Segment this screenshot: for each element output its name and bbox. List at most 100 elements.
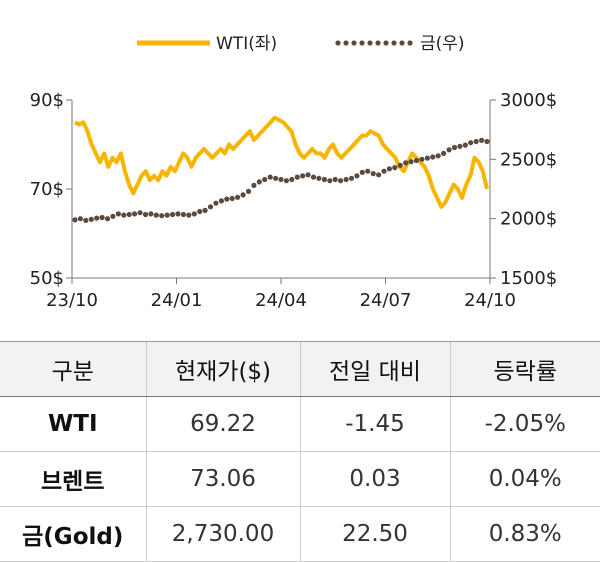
header-change-rate: 등락률 xyxy=(449,341,600,397)
series-point-gold xyxy=(83,217,89,223)
legend-swatch-gold xyxy=(375,40,381,46)
series-point-gold xyxy=(424,155,430,161)
series-point-gold xyxy=(376,172,382,178)
series-point-gold xyxy=(202,207,208,213)
series-point-gold xyxy=(435,153,441,159)
row-price: 69.22 xyxy=(145,396,300,452)
series-point-gold xyxy=(104,216,111,222)
series-point-gold xyxy=(229,195,235,202)
series-point-gold xyxy=(99,214,105,221)
row-rate: 0.04% xyxy=(449,451,600,507)
series-point-gold xyxy=(148,211,154,217)
series-point-gold xyxy=(175,211,181,217)
row-name: 브렌트 xyxy=(0,451,146,507)
series-point-gold xyxy=(240,192,246,198)
series-point-gold xyxy=(408,159,414,165)
series-point-gold xyxy=(283,178,289,184)
series-point-gold xyxy=(186,212,192,218)
row-rate: -2.05% xyxy=(449,396,600,452)
series-point-gold xyxy=(332,176,338,183)
series-point-gold xyxy=(94,215,100,221)
row-change: 22.50 xyxy=(299,506,450,562)
legend-swatch-gold xyxy=(351,40,357,46)
header-current-price: 현재가($) xyxy=(145,341,300,397)
table-row: 브렌트 73.06 0.03 0.04% xyxy=(0,451,600,507)
row-price: 2,730.00 xyxy=(145,506,300,562)
series-point-gold xyxy=(327,178,333,184)
legend-label-gold: 금(우) xyxy=(420,34,465,54)
series-point-gold xyxy=(218,198,224,204)
series-point-gold xyxy=(213,200,219,206)
series-point-gold xyxy=(159,213,165,219)
x-tick-label: 24/01 xyxy=(151,290,203,311)
series-point-gold xyxy=(397,162,403,168)
series-point-gold xyxy=(370,171,376,177)
legend-swatch-gold xyxy=(383,40,389,46)
series-point-gold xyxy=(273,175,279,181)
row-change: -1.45 xyxy=(299,396,450,452)
series-point-gold xyxy=(132,211,138,217)
series-point-gold xyxy=(359,169,365,175)
series-point-gold xyxy=(197,208,203,215)
series-point-gold xyxy=(267,174,273,180)
header-change: 전일 대비 xyxy=(299,341,450,397)
series-line-wti xyxy=(74,115,489,209)
series-point-gold xyxy=(473,138,479,145)
row-price: 73.06 xyxy=(145,451,300,507)
legend-swatch-gold xyxy=(335,40,341,46)
series-point-gold xyxy=(441,150,447,156)
series-point-gold xyxy=(153,212,159,218)
series-point-gold xyxy=(462,142,468,148)
series-point-gold xyxy=(446,147,452,153)
series-point-gold xyxy=(235,194,241,200)
series-point-gold xyxy=(262,176,268,183)
series-point-gold xyxy=(278,176,284,183)
series-point-gold xyxy=(126,211,132,218)
series-point-gold xyxy=(348,175,355,181)
series-point-gold xyxy=(413,157,420,164)
series-point-gold xyxy=(245,188,252,194)
x-tick-label: 24/04 xyxy=(255,290,307,311)
price-table: 구분 현재가($) 전일 대비 등락률 WTI 69.22 -1.45 -2.0… xyxy=(0,341,600,562)
series-point-gold xyxy=(354,173,360,179)
y-right-tick-label: 1500$ xyxy=(500,268,557,289)
series-point-gold xyxy=(110,213,116,219)
series-point-gold xyxy=(321,176,327,183)
series-point-gold xyxy=(365,168,371,174)
legend-label-wti: WTI(좌) xyxy=(216,34,277,54)
series-point-gold xyxy=(403,160,409,166)
row-name: 금(Gold) xyxy=(0,506,146,562)
series-point-gold xyxy=(251,182,257,188)
series-point-gold xyxy=(468,140,474,146)
series-point-gold xyxy=(294,174,300,180)
y-right-tick-label: 2000$ xyxy=(500,209,557,230)
series-point-gold xyxy=(316,175,322,181)
series-point-gold xyxy=(88,216,94,222)
series-point-gold xyxy=(381,168,387,174)
y-right-tick-label: 2500$ xyxy=(500,149,557,170)
legend-swatch-gold xyxy=(399,40,405,46)
y-left-tick-label: 70$ xyxy=(30,179,64,200)
series-point-gold xyxy=(207,204,214,210)
series-point-gold xyxy=(77,216,83,222)
table-row: WTI 69.22 -1.45 -2.05% xyxy=(0,396,600,452)
series-point-gold xyxy=(142,211,149,218)
series-point-gold xyxy=(72,217,78,223)
chart-svg: 90$ 70$ 50$ 3000$ 2500$ 2000$ 1500$ 23/10 24/01 2… xyxy=(30,34,558,311)
series-point-gold xyxy=(457,143,463,149)
series-point-gold xyxy=(170,211,176,218)
series-point-gold xyxy=(310,174,317,180)
series-point-gold xyxy=(386,166,392,172)
legend-swatch-gold xyxy=(359,40,365,46)
row-rate: 0.83% xyxy=(449,506,600,562)
y-left-tick-label: 50$ xyxy=(30,268,64,289)
series-point-gold xyxy=(121,212,127,218)
row-change: 0.03 xyxy=(299,451,450,507)
series-point-gold xyxy=(289,176,295,183)
series-point-gold xyxy=(484,138,490,145)
series-point-gold xyxy=(300,173,306,179)
series-point-gold xyxy=(256,179,262,185)
price-table-grid: 구분 현재가($) 전일 대비 등락률 WTI 69.22 -1.45 -2.0… xyxy=(0,341,600,562)
series-point-gold xyxy=(115,211,121,217)
legend-swatch-gold xyxy=(407,40,413,46)
